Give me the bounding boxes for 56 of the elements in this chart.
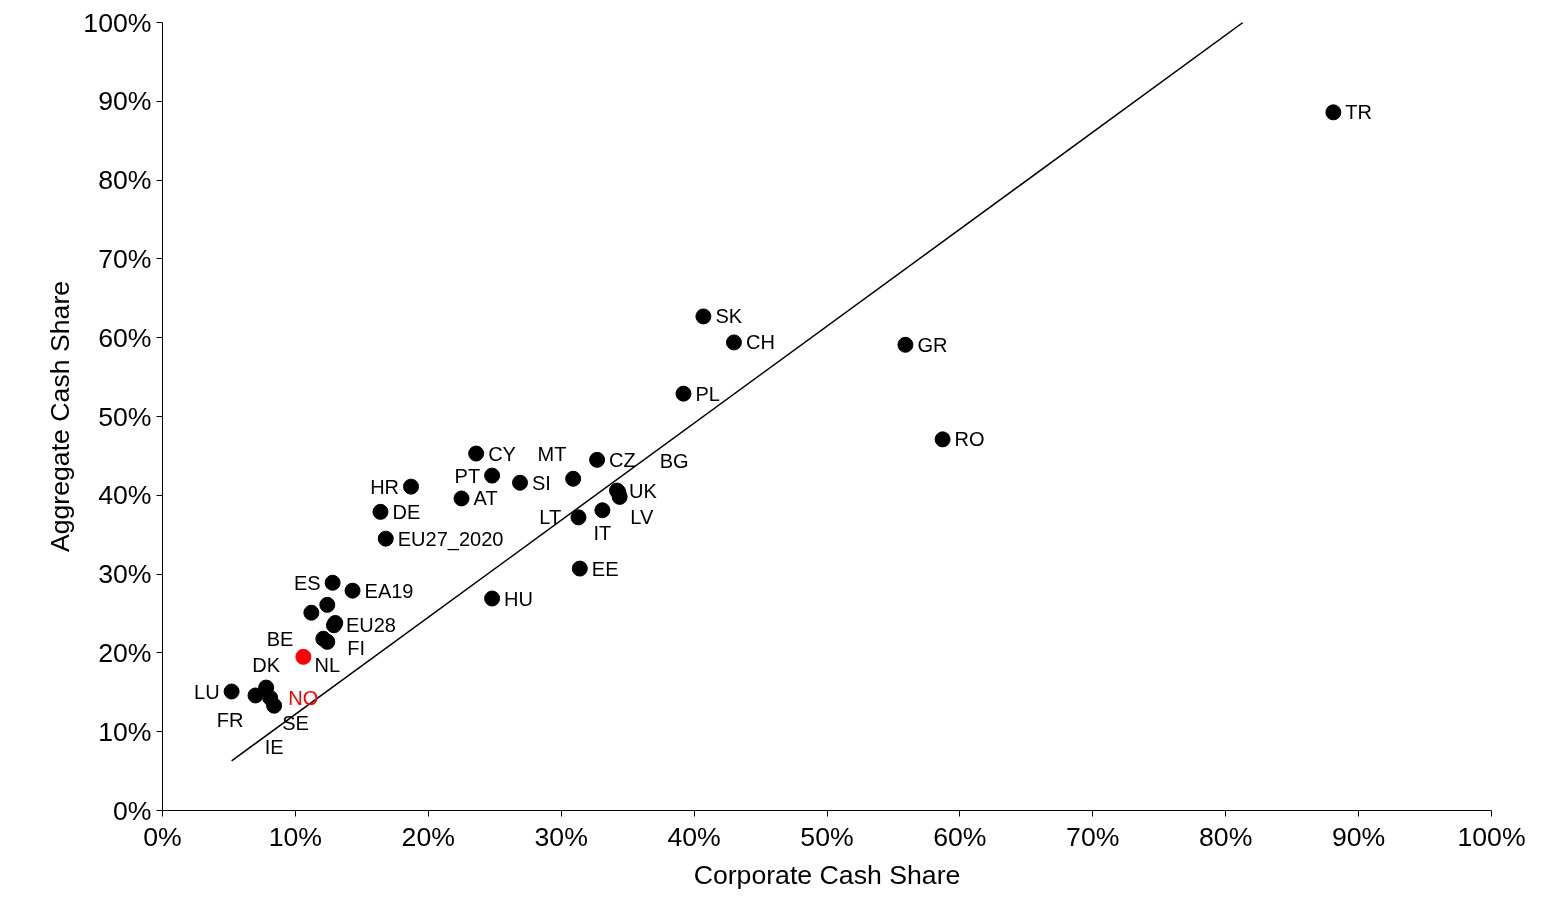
annotation: EU27_2020 xyxy=(397,527,504,551)
x-tick-label: 70% xyxy=(1066,821,1120,852)
annotation: NL xyxy=(314,653,341,676)
annotation: SK xyxy=(715,305,743,328)
annotation: PT xyxy=(454,464,481,487)
annotation: HR xyxy=(370,475,400,498)
annotation: UK xyxy=(629,479,658,502)
annotation: EE xyxy=(591,557,619,580)
y-tick-label: 10% xyxy=(98,716,152,747)
x-tick-label: 30% xyxy=(534,821,588,852)
x-tick-label: 10% xyxy=(268,821,323,852)
y-tick-label: 90% xyxy=(98,86,152,117)
y-tick-label: 50% xyxy=(98,401,152,432)
annotation: BE xyxy=(266,627,294,650)
annotation: PL xyxy=(695,382,720,405)
annotation: CZ xyxy=(609,448,636,471)
x-tick-label: 80% xyxy=(1199,821,1253,852)
x-tick-label: 40% xyxy=(667,821,721,852)
annotation: LU xyxy=(194,680,220,703)
x-tick-label: 90% xyxy=(1331,821,1386,852)
annotation: LT xyxy=(539,506,562,529)
annotation: NO xyxy=(288,686,319,709)
x-axis-title: Corporate Cash Share xyxy=(693,859,961,890)
y-axis-title: Aggregate Cash Share xyxy=(45,280,76,553)
annotation: SE xyxy=(282,711,309,734)
annotation: MT xyxy=(537,442,567,465)
x-tick-label: 60% xyxy=(933,821,987,852)
annotation: TR xyxy=(1345,101,1373,124)
annotation: BG xyxy=(659,449,689,472)
x-tick-label: 50% xyxy=(800,821,854,852)
annotation: FR xyxy=(216,709,244,732)
annotation: EA19 xyxy=(364,579,414,602)
annotation: IT xyxy=(593,522,612,545)
annotation: RO xyxy=(954,428,985,451)
annotation: FI xyxy=(347,636,366,659)
y-tick-label: 20% xyxy=(98,637,152,668)
annotation: LV xyxy=(630,506,654,529)
y-tick-label: 100% xyxy=(83,7,152,38)
annotation: HU xyxy=(504,587,533,610)
annotation: SI xyxy=(532,471,551,494)
x-tick-label: 100% xyxy=(1457,821,1526,852)
annotation: GR xyxy=(917,333,948,356)
annotation: IE xyxy=(264,735,284,758)
annotation: CH xyxy=(745,331,775,354)
annotation: CY xyxy=(488,442,516,465)
y-tick-label: 30% xyxy=(98,559,152,590)
y-tick-label: 40% xyxy=(98,480,152,511)
annotation: ES xyxy=(293,571,321,594)
annotation: DE xyxy=(392,500,421,523)
y-tick-label: 60% xyxy=(98,322,152,353)
annotation: AT xyxy=(473,487,498,510)
y-tick-label: 70% xyxy=(98,243,152,274)
y-tick-label: 80% xyxy=(98,165,152,196)
x-tick-label: 20% xyxy=(401,821,455,852)
annotation: EU28 xyxy=(345,614,396,637)
annotation: DK xyxy=(252,653,281,676)
